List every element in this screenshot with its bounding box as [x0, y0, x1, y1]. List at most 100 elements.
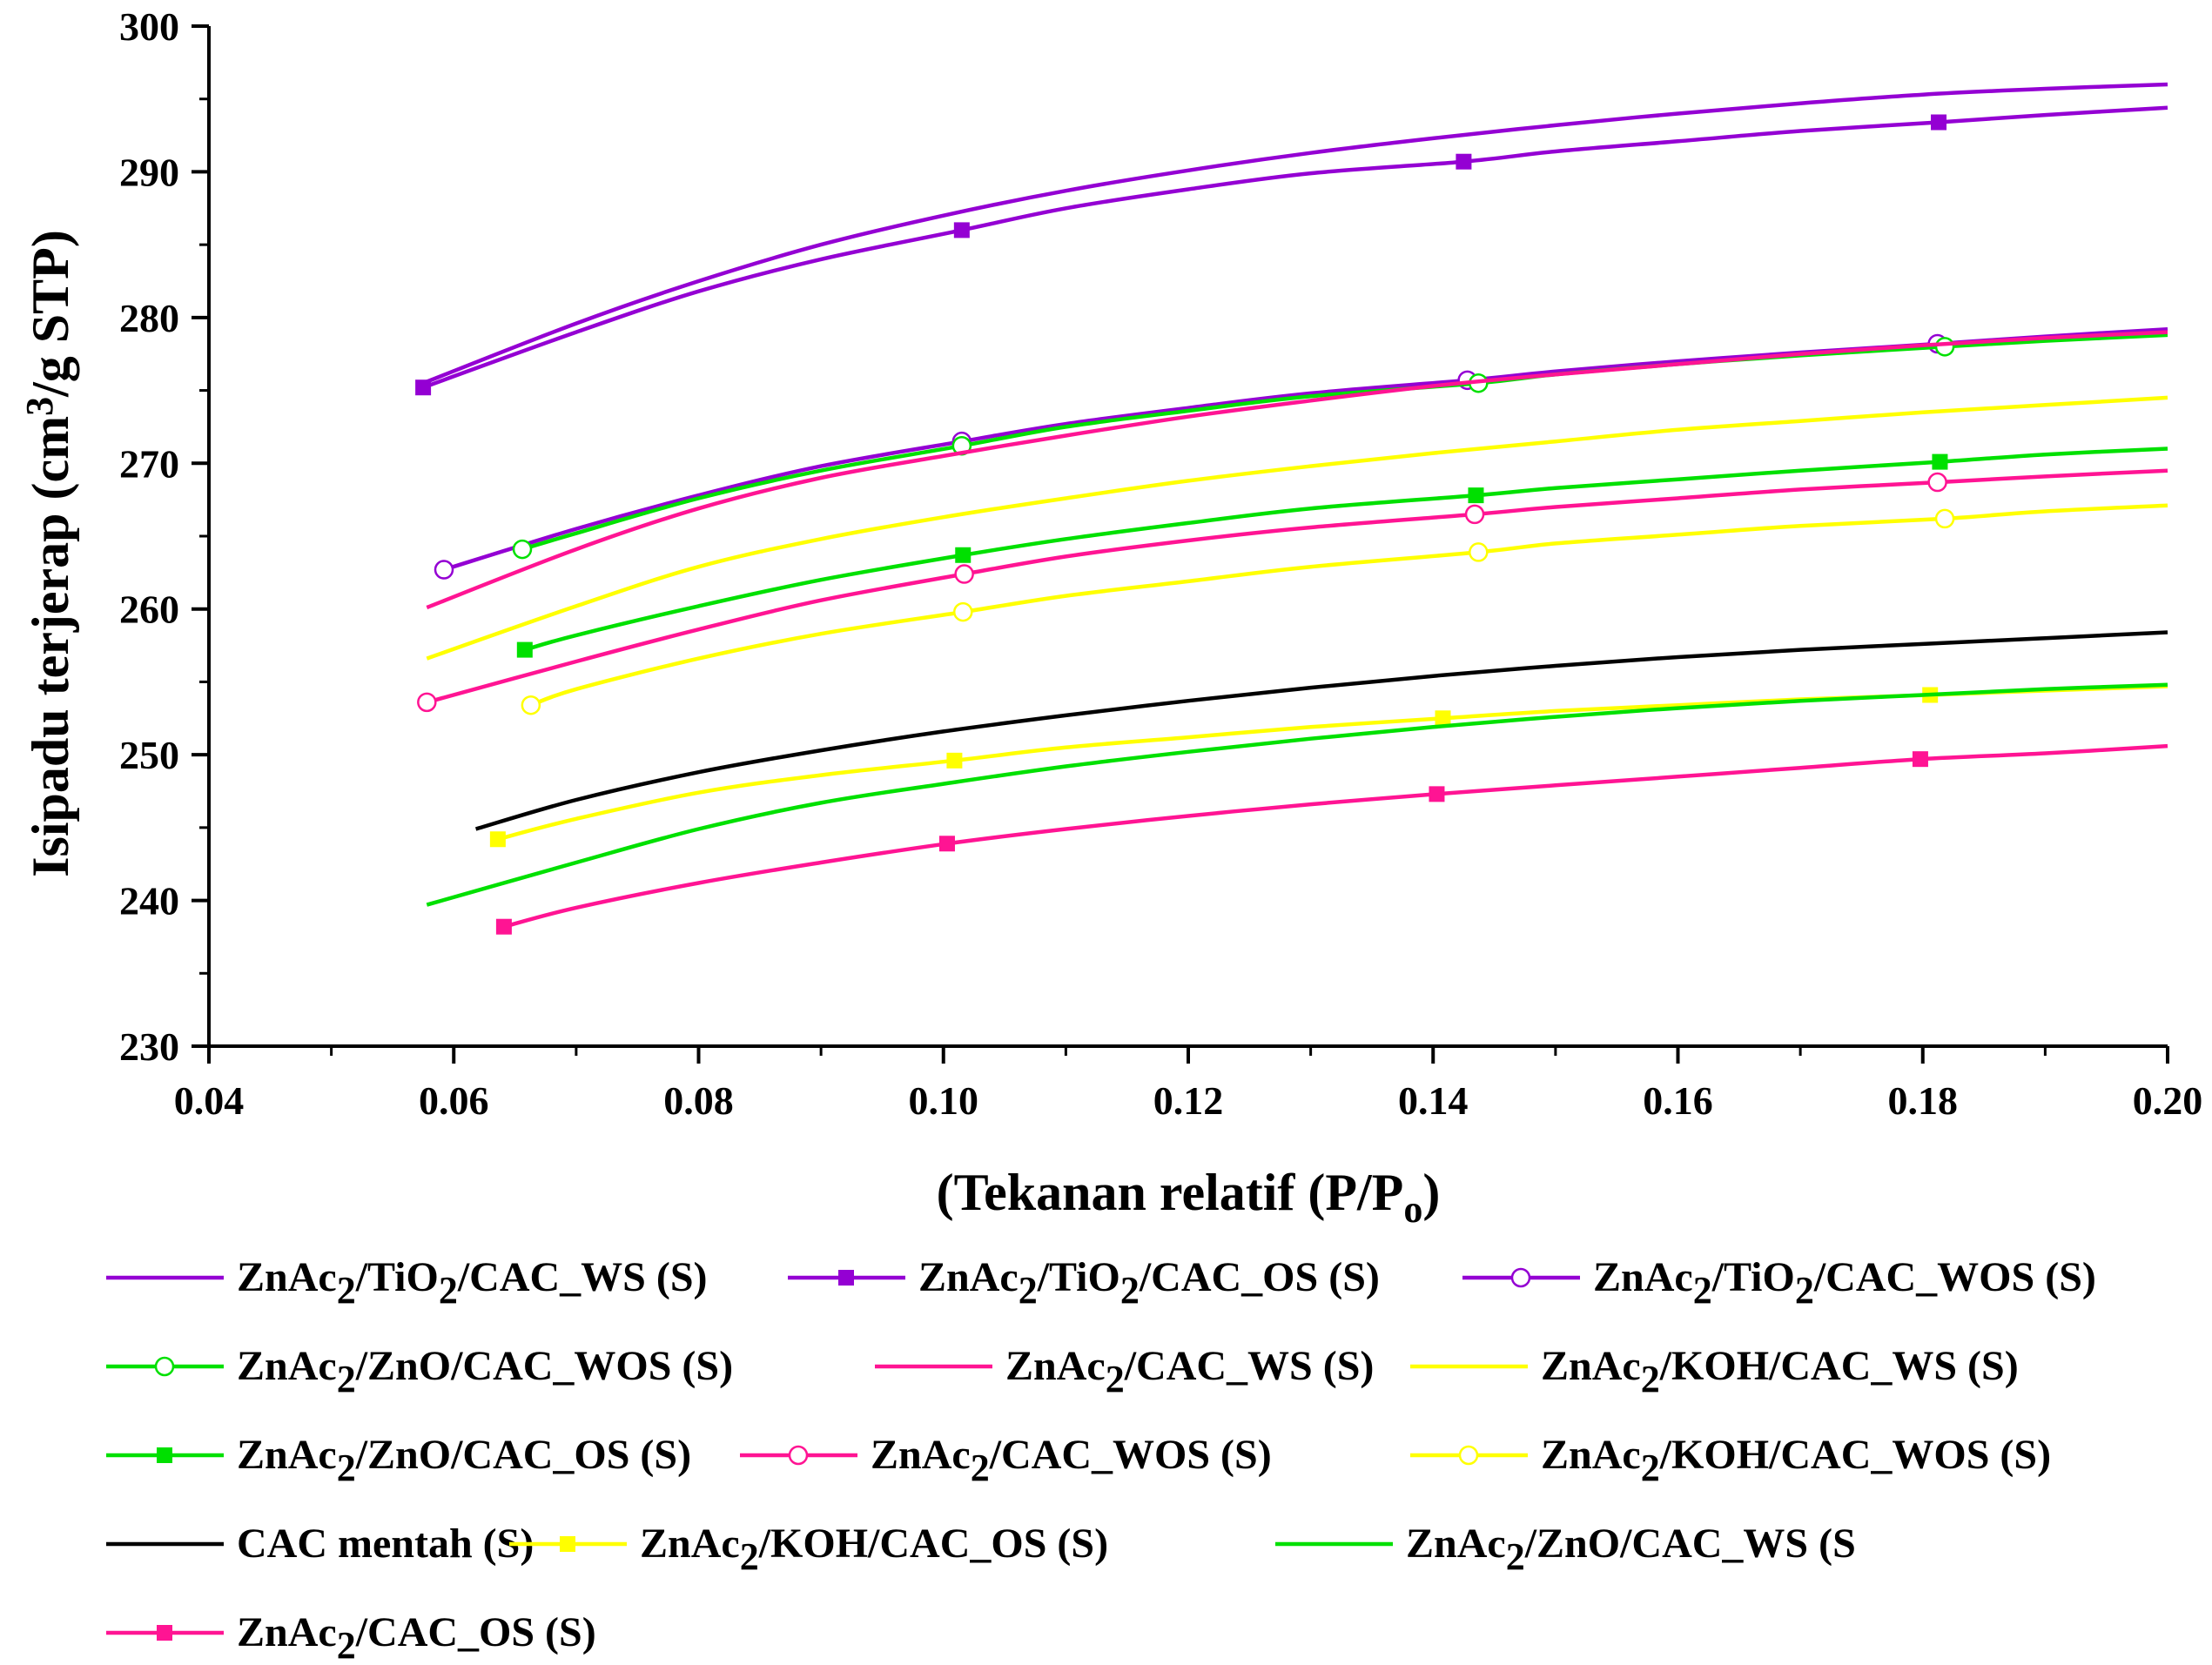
y-axis-label-sup: 3 — [18, 397, 61, 416]
data-point — [953, 601, 973, 622]
series-7 — [417, 468, 2168, 713]
legend-label-part: /CAC_OS (S) — [1139, 1254, 1380, 1300]
legend-label-part: ZnAc — [1541, 1343, 1641, 1389]
data-point — [1931, 114, 1947, 131]
legend-label: ZnAc2/CAC_WOS (S) — [871, 1432, 1272, 1489]
y-axis-label-end: /g STP) — [22, 230, 79, 398]
y-tick-label: 230 — [119, 1024, 179, 1069]
data-point — [946, 752, 963, 769]
legend-label-part: 2 — [337, 1447, 356, 1489]
legend-label-part: 2 — [1019, 1269, 1038, 1312]
series-line — [426, 330, 2168, 610]
series-0 — [422, 82, 2168, 386]
legend-label-part: ZnAc — [237, 1432, 337, 1478]
x-axis-label: (Tekanan relatif (P/Po) — [937, 1164, 1441, 1231]
legend-label: ZnAc2/CAC_OS (S) — [237, 1609, 596, 1665]
legend-marker — [157, 1447, 172, 1463]
data-point — [1435, 710, 1451, 727]
legend-label-part: 2 — [1120, 1269, 1140, 1312]
legend-label-part: ZnAc — [237, 1343, 337, 1389]
series-line — [426, 468, 2168, 705]
x-tick-label: 0.04 — [174, 1078, 245, 1123]
legend-marker — [157, 1625, 172, 1641]
legend-label-part: ZnAc — [640, 1521, 740, 1567]
y-tick-label: 300 — [119, 4, 179, 49]
legend-entry: ZnAc2/KOH/CAC_OS (S) — [509, 1521, 1108, 1578]
data-point — [1934, 508, 1955, 529]
legend-label: ZnAc2/ZnO/CAC_OS (S) — [237, 1432, 691, 1489]
x-tick-label: 0.18 — [1888, 1078, 1959, 1123]
data-point — [1429, 786, 1445, 802]
y-tick-label: 290 — [119, 150, 179, 194]
series-line — [426, 395, 2168, 661]
legend-label-part: ZnAc — [237, 1254, 337, 1300]
legend-label: ZnAc2/ZnO/CAC_WS (S — [1406, 1521, 1856, 1578]
legend: ZnAc2/TiO2/CAC_WS (S) ZnAc2/TiO2/CAC_OS (… — [106, 1254, 2096, 1665]
legend-label-part: ZnAc — [1406, 1521, 1506, 1567]
data-point — [1932, 453, 1948, 470]
legend-label: ZnAc2/TiO2/CAC_WOS (S) — [1593, 1254, 2096, 1312]
legend-label-part: /KOH/CAC_OS (S) — [758, 1521, 1108, 1567]
legend-marker — [788, 1445, 809, 1466]
series-11 — [426, 682, 2168, 907]
legend-label-part: 2 — [1106, 1358, 1125, 1400]
legend-label: ZnAc2/KOH/CAC_WS (S) — [1541, 1343, 2019, 1400]
y-tick-label: 240 — [119, 879, 179, 923]
legend-label: ZnAc2/TiO2/CAC_WS (S) — [237, 1254, 708, 1312]
legend-label-part: ZnAc — [1005, 1343, 1106, 1389]
y-tick-label: 280 — [119, 296, 179, 340]
legend-entry: ZnAc2/TiO2/CAC_WS (S) — [106, 1254, 708, 1312]
series-line — [422, 82, 2168, 386]
legend-label-part: /CAC_WS (S) — [457, 1254, 708, 1300]
legend-label-part: ZnAc — [1593, 1254, 1693, 1300]
series-layer — [415, 82, 2168, 935]
data-point — [953, 222, 970, 238]
x-tick-label: 0.10 — [909, 1078, 979, 1123]
data-point — [1469, 542, 1489, 562]
legend-label-part: 2 — [337, 1269, 356, 1312]
legend-label-part: /KOH/CAC_WOS (S) — [1659, 1432, 2051, 1478]
legend-label: ZnAc2/KOH/CAC_WOS (S) — [1541, 1432, 2051, 1489]
legend-label-part: /CAC_WOS (S) — [989, 1432, 1272, 1478]
legend-entry: ZnAc2/ZnO/CAC_WS (S — [1275, 1521, 1856, 1578]
data-point — [521, 695, 541, 715]
x-axis-label-sub: o — [1403, 1188, 1422, 1231]
legend-marker — [1458, 1445, 1479, 1466]
legend-entry: ZnAc2/TiO2/CAC_WOS (S) — [1462, 1254, 2096, 1312]
series-line — [503, 743, 2168, 929]
legend-marker — [1510, 1267, 1531, 1288]
legend-label-part: /TiO — [355, 1254, 439, 1300]
y-tick-label: 270 — [119, 441, 179, 486]
x-tick-label: 0.06 — [419, 1078, 489, 1123]
legend-entry: CAC mentah (S) — [106, 1521, 534, 1567]
legend-marker — [560, 1536, 575, 1552]
legend-marker — [154, 1356, 175, 1377]
legend-entry: ZnAc2/ZnO/CAC_OS (S) — [106, 1432, 691, 1489]
series-line — [426, 682, 2168, 907]
legend-label-part: 2 — [1641, 1447, 1660, 1489]
y-axis-label-main: Isipadu terjerap (cm — [22, 416, 79, 877]
series-line — [474, 630, 2168, 831]
legend-label-part: /CAC_WOS (S) — [1813, 1254, 2096, 1300]
data-point — [434, 560, 454, 580]
x-tick-label: 0.12 — [1153, 1078, 1224, 1123]
series-8 — [521, 503, 2168, 715]
series-12 — [495, 743, 2168, 935]
legend-label-part: 2 — [1506, 1535, 1525, 1578]
legend-label-part: 2 — [337, 1624, 356, 1665]
data-point — [415, 379, 432, 396]
series-line — [524, 446, 2168, 652]
legend-label: ZnAc2/ZnO/CAC_WOS (S) — [237, 1343, 733, 1400]
legend-label-part: ZnAc — [871, 1432, 971, 1478]
y-tick-label: 260 — [119, 587, 179, 632]
series-3 — [512, 332, 2168, 560]
legend-label-part: CAC mentah (S) — [237, 1521, 534, 1567]
legend-label-part: ZnAc — [918, 1254, 1019, 1300]
data-point — [1464, 504, 1485, 525]
legend-label-part: 2 — [337, 1358, 356, 1400]
data-point — [1456, 153, 1472, 170]
data-point — [954, 564, 974, 584]
legend-label-part: /TiO — [1037, 1254, 1120, 1300]
data-point — [1927, 472, 1947, 493]
